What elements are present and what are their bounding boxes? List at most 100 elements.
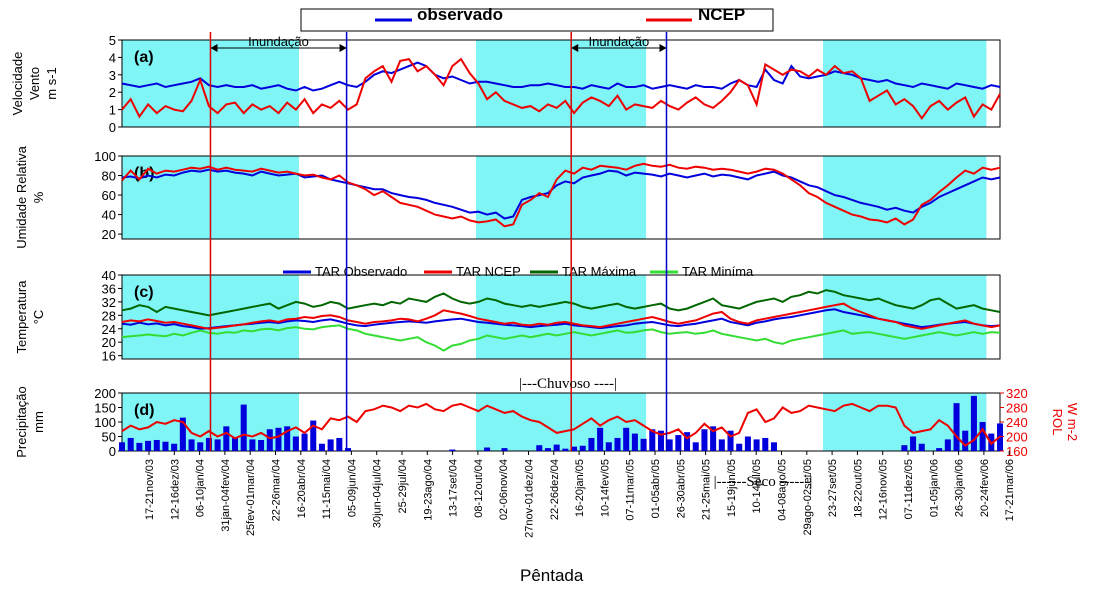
x-tick-label: 11-15mai/04: [321, 459, 333, 519]
x-tick-label: 26-30jan/06: [954, 459, 966, 517]
x-tick-label: 16-20abr/04: [296, 459, 308, 518]
seco-annotation: |------Seco ------|: [714, 474, 813, 490]
precip-bar: [275, 427, 282, 451]
flood-arrow-head: [659, 44, 667, 52]
precip-bar: [266, 429, 273, 451]
precip-bar: [710, 426, 717, 451]
precip-bar: [962, 430, 969, 451]
panel-a-ytick-label: 2: [109, 85, 116, 100]
x-tick-label: 20-24fev/06: [979, 459, 991, 517]
panel-c-ytick-label: 20: [102, 335, 116, 350]
precip-bar: [666, 439, 673, 451]
precip-bar: [118, 442, 126, 451]
precip-bar: [449, 449, 456, 451]
x-tick-label: 01-05jan/06: [928, 459, 940, 517]
panel-b-series-0: [121, 168, 1001, 220]
x-tick-label: 23-27set/05: [827, 459, 839, 517]
x-tick-label: 30jun-04jul/04: [372, 459, 384, 528]
x-tick-label: 04-08ago/05: [777, 459, 789, 521]
precip-bar: [588, 437, 595, 451]
panel-c-label: (c): [134, 284, 154, 301]
precip-bar: [736, 443, 743, 451]
precip-bar: [649, 429, 656, 451]
precip-bar: [614, 437, 621, 451]
panel-c-legend-label: TAR Miníma: [682, 264, 754, 279]
panel-a-shade-1: [475, 40, 647, 127]
panel-d-ylabel: Precipitação: [14, 386, 29, 458]
x-tick-label: 26-30abr/05: [675, 459, 687, 518]
panel-d-ytick-label: 200: [94, 386, 116, 401]
rol-series: [121, 402, 1001, 447]
panel-b-series-1: [121, 162, 1001, 228]
x-tick-label: 15-19jun/05: [726, 459, 738, 517]
panel-d-y2label: ROL: [1050, 409, 1065, 436]
x-tick-label: 16-20jan/05: [574, 459, 586, 517]
precip-bar: [345, 448, 352, 451]
panel-b-ylabel: %: [31, 191, 46, 203]
precip-bar: [231, 437, 239, 451]
precip-bar: [484, 447, 491, 451]
panel-d-shade-1: [475, 393, 647, 451]
precip-bar: [970, 395, 977, 451]
precip-bar: [675, 435, 682, 451]
x-tick-label: 12-16nov/05: [878, 459, 890, 520]
precip-bar: [918, 443, 925, 451]
precip-bar: [744, 436, 751, 451]
precip-bar: [910, 436, 917, 451]
precip-bar: [692, 442, 699, 451]
precip-bar: [684, 432, 691, 451]
x-tick-label: 08-12out/04: [473, 459, 485, 518]
panel-c-legend-label: TAR Observado: [315, 264, 407, 279]
precip-bar: [753, 439, 760, 451]
precip-bar: [936, 448, 943, 451]
legend-ncep-label: NCEP: [698, 5, 746, 24]
x-tick-label: 07-11mar/05: [625, 459, 637, 521]
precip-bar: [162, 441, 169, 451]
precip-bar: [136, 442, 143, 451]
precip-bar: [979, 422, 986, 451]
x-tick-label: 17-21mar/06: [1004, 459, 1016, 521]
panel-c-series-2: [121, 289, 1001, 317]
x-tick-label: 01-05abr/05: [650, 459, 662, 518]
x-tick-label: 18-22out/05: [852, 459, 864, 518]
precip-bar: [214, 439, 221, 451]
panel-b-ytick-label: 100: [94, 149, 116, 164]
precip-bar: [762, 437, 769, 451]
precip-bar: [127, 437, 134, 451]
precip-bar: [223, 426, 230, 451]
x-tick-label: 22-26dez/04: [549, 459, 561, 520]
panel-a-shade-2: [823, 40, 987, 127]
precip-bar: [571, 446, 578, 451]
panel-c-legend-label: TAR Máxima: [562, 264, 637, 279]
precip-bar: [657, 430, 664, 451]
flood-label: Inundação: [588, 34, 649, 49]
precip-bar: [944, 439, 951, 451]
panel-c-ytick-label: 32: [102, 295, 116, 310]
x-tick-label: 02-06nov/04: [498, 459, 510, 520]
precip-bar: [901, 445, 908, 451]
precip-bar: [579, 445, 586, 451]
precip-bar: [553, 444, 560, 451]
panel-b-ytick-label: 40: [102, 208, 116, 223]
precip-bar: [770, 442, 777, 451]
precip-bar: [718, 439, 725, 451]
panel-b-ylabel: Umidade Relativa: [14, 145, 29, 248]
precip-bar: [153, 439, 160, 451]
panel-d-ytick-label: 50: [102, 430, 116, 445]
precip-bar: [249, 439, 256, 451]
legend-observado-label: observado: [417, 5, 503, 24]
precip-bar: [336, 437, 343, 451]
flood-arrow-head: [571, 44, 579, 52]
legend-box: [300, 8, 774, 32]
panel-a-ylabel: Velocidade: [10, 52, 25, 116]
precip-bar: [327, 439, 334, 451]
x-tick-label: 13-17set/04: [448, 459, 460, 517]
panel-d-y2tick-label: 240: [1006, 415, 1028, 430]
panel-d-label: (d): [134, 402, 154, 419]
panel-d-y2tick-label: 280: [1006, 401, 1028, 416]
x-tick-label: 17-21nov/03: [144, 459, 156, 520]
precip-bar: [640, 438, 647, 451]
precip-bar: [179, 417, 186, 451]
x-tick-label: 22-26mar/04: [271, 459, 283, 521]
